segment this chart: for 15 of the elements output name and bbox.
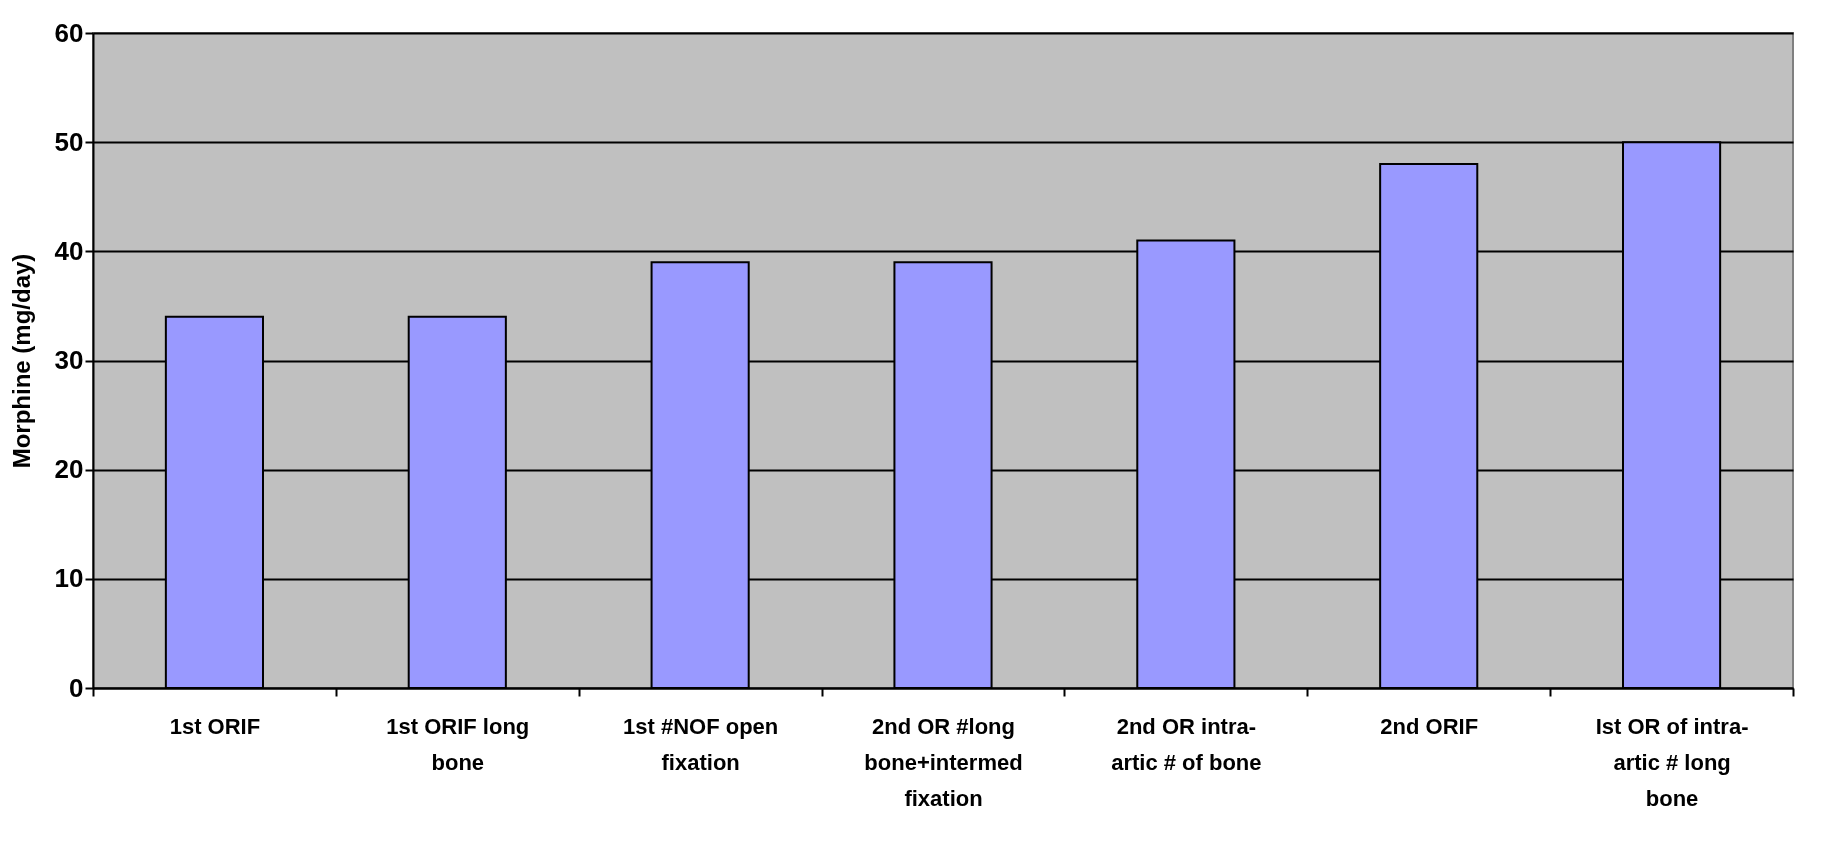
y-tick-label: 20 bbox=[54, 454, 84, 485]
y-tick-label: 50 bbox=[54, 126, 84, 157]
y-tick-label: 40 bbox=[54, 235, 84, 266]
y-tick-label: 60 bbox=[54, 17, 84, 48]
x-tick-label: 1st ORIF bbox=[169, 713, 261, 739]
x-tick-label: 1st ORIF long bone bbox=[386, 713, 530, 775]
x-tick-label: 2nd OR intra-artic # of bone bbox=[1111, 713, 1262, 775]
x-tick-label: 2nd OR #long bone+intermed fixation bbox=[864, 713, 1023, 811]
y-tick-label: 10 bbox=[54, 563, 84, 594]
x-tick-label: Ist OR of intra-artic # long bone bbox=[1595, 713, 1749, 811]
y-axis-title: Morphine (mg/day) bbox=[7, 253, 35, 469]
y-tick-label: 0 bbox=[69, 672, 84, 703]
x-tick-label: 1st #NOF open fixation bbox=[623, 713, 779, 775]
x-tick-label: 2nd ORIF bbox=[1380, 713, 1479, 739]
y-tick-label: 30 bbox=[54, 345, 84, 375]
